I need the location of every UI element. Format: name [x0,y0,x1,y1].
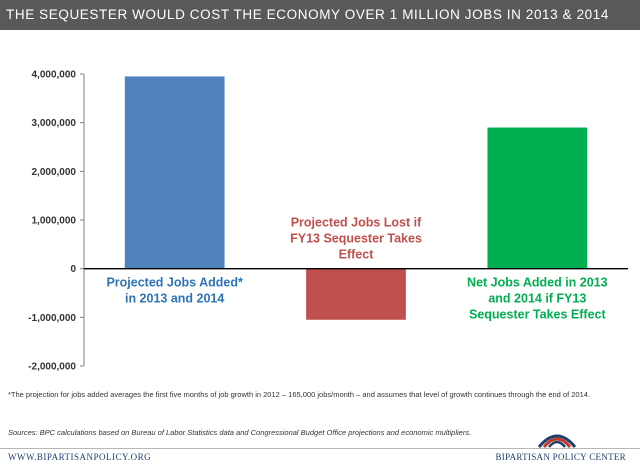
bar-category-label: Net Jobs Added in 2013 [467,276,608,290]
bar-category-label: Projected Jobs Lost if [291,216,422,230]
bar-category-label: Sequester Takes Effect [469,308,606,322]
organization-name: BIPARTISAN POLICY CENTER [495,452,626,462]
chart-title: THE SEQUESTER WOULD COST THE ECONOMY OVE… [0,0,640,30]
bar-category-label: and 2014 if FY13 [488,292,586,306]
website-link[interactable]: WWW.BIPARTISANPOLICY.ORG [8,452,152,462]
footer-divider [0,448,640,449]
bar-chart: 4,000,000 3,000,000 2,000,000 1,000,000 0 -1,… [28,70,628,373]
bar [487,127,588,269]
y-tick-label: 1,000,000 [32,216,77,227]
y-tick-label: -1,000,000 [28,313,76,324]
bar-category-label: FY13 Sequester Takes [290,232,422,246]
y-tick-label: -2,000,000 [28,362,76,373]
y-tick-label: 0 [70,264,76,275]
sources-note: Sources: BPC calculations based on Burea… [8,428,472,437]
bar [124,76,225,269]
bar-category-label: in 2013 and 2014 [125,292,224,306]
y-tick-label: 2,000,000 [32,167,77,178]
bar [306,268,406,320]
y-tick-label: 4,000,000 [32,70,77,81]
footnote: *The projection for jobs added averages … [8,390,591,399]
bar-category-label: Effect [339,248,375,262]
bar-category-label: Projected Jobs Added* [106,276,243,290]
bpc-logo-icon [537,434,577,448]
y-tick-label: 3,000,000 [32,118,77,129]
